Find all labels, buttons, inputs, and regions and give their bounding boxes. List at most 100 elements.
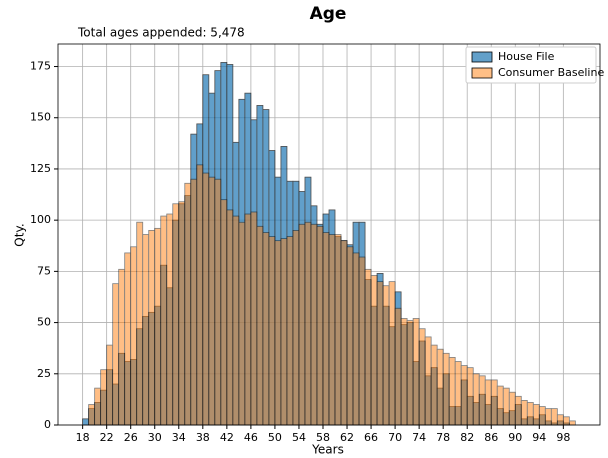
bar <box>256 225 264 426</box>
y-tick-label: 175 <box>30 60 51 73</box>
legend-label: House File <box>498 50 555 63</box>
bar <box>166 213 174 426</box>
bar <box>556 414 564 426</box>
bar <box>382 285 390 426</box>
bar <box>478 375 486 426</box>
bar <box>370 275 378 426</box>
bar <box>334 234 342 426</box>
bar <box>442 352 450 426</box>
bar <box>268 236 276 426</box>
x-tick-label: 38 <box>196 431 210 444</box>
x-tick-label: 66 <box>364 431 378 444</box>
bar <box>376 281 384 426</box>
bar <box>94 387 102 426</box>
bar <box>388 281 396 426</box>
bar <box>124 252 132 426</box>
chart-title: Age <box>310 4 347 24</box>
x-tick-label: 78 <box>436 431 450 444</box>
bar <box>316 225 324 426</box>
x-tick-label: 74 <box>412 431 426 444</box>
bar <box>100 369 108 426</box>
x-tick-label: 86 <box>484 431 498 444</box>
bar <box>106 344 114 426</box>
bar <box>298 223 306 426</box>
y-tick-label: 50 <box>37 316 51 329</box>
bar <box>184 182 192 426</box>
bar <box>502 387 510 426</box>
x-axis-label: Years <box>311 443 344 457</box>
bar <box>220 199 228 426</box>
bar <box>310 223 318 426</box>
x-tick-label: 34 <box>172 431 186 444</box>
bar <box>418 328 426 426</box>
bar <box>544 408 552 426</box>
bar <box>430 344 438 426</box>
x-tick-label: 98 <box>556 431 570 444</box>
bar <box>424 336 432 426</box>
bar <box>472 373 480 426</box>
bar <box>142 234 150 426</box>
bar <box>112 283 120 426</box>
x-tick-label: 26 <box>124 431 138 444</box>
bar <box>394 307 402 426</box>
series <box>88 164 576 426</box>
bar <box>244 213 252 426</box>
bar <box>322 232 330 426</box>
bar <box>292 230 300 426</box>
legend-box <box>465 46 597 84</box>
bar <box>406 320 414 426</box>
x-tick-label: 62 <box>340 431 354 444</box>
bar <box>436 348 444 426</box>
subtitle: Total ages appended: 5,478 <box>77 26 245 40</box>
x-tick-label: 70 <box>388 431 402 444</box>
bar <box>130 246 138 426</box>
bar <box>358 256 366 426</box>
bar <box>232 215 240 426</box>
x-tick-label: 50 <box>268 431 282 444</box>
bar <box>490 379 498 426</box>
bar <box>250 211 258 426</box>
bar <box>568 420 576 426</box>
bar <box>496 385 504 426</box>
y-tick-label: 150 <box>30 111 51 124</box>
bar <box>88 404 96 426</box>
y-tick-label: 75 <box>37 264 51 277</box>
bar <box>262 232 270 426</box>
x-tick-label: 90 <box>508 431 522 444</box>
bar <box>340 240 348 426</box>
bar <box>364 268 372 426</box>
bar <box>448 357 456 426</box>
bar <box>190 178 198 426</box>
bar <box>538 406 546 426</box>
bar <box>412 318 420 426</box>
bar <box>82 418 90 426</box>
y-tick-label: 25 <box>37 367 51 380</box>
x-tick-label: 46 <box>244 431 258 444</box>
bar <box>136 221 144 426</box>
x-tick-label: 42 <box>220 431 234 444</box>
bar <box>484 379 492 426</box>
bar <box>274 240 282 426</box>
x-tick-label: 22 <box>100 431 114 444</box>
bar <box>460 365 468 426</box>
plot-frame <box>57 43 601 426</box>
bar <box>238 221 246 426</box>
bar <box>562 416 570 426</box>
bar <box>328 234 336 426</box>
x-tick-label: 82 <box>460 431 474 444</box>
bar <box>154 227 162 426</box>
bar <box>202 172 210 426</box>
bar <box>172 203 180 426</box>
bar <box>226 209 234 426</box>
legend-label: Consumer Baseline <box>498 66 604 79</box>
legend-swatch <box>471 67 493 79</box>
y-tick-label: 0 <box>44 418 51 431</box>
x-tick-label: 18 <box>76 431 90 444</box>
y-tick-label: 100 <box>30 213 51 226</box>
x-tick-label: 30 <box>148 431 162 444</box>
bar <box>550 408 558 426</box>
bar <box>466 367 474 426</box>
bar <box>280 238 288 426</box>
bar <box>196 164 204 426</box>
